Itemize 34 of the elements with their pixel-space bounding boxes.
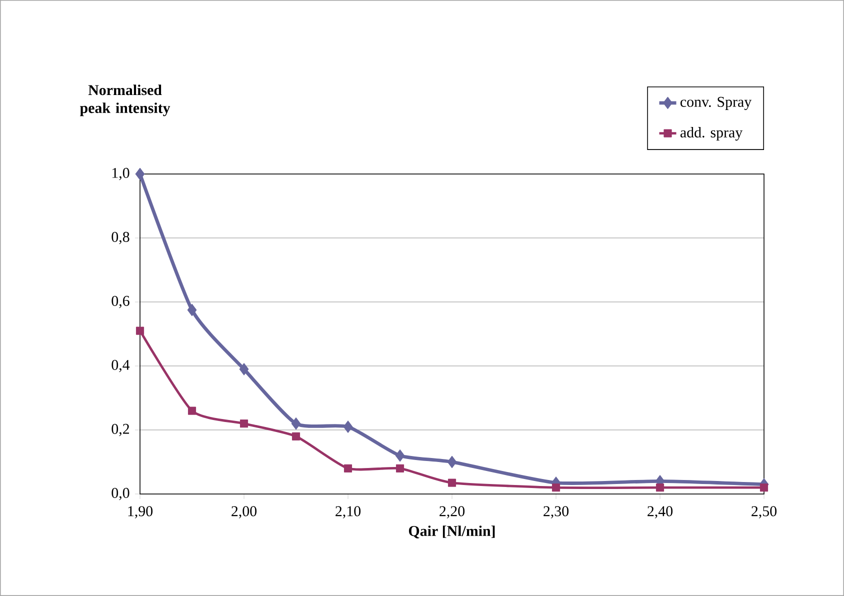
point	[760, 484, 768, 492]
point	[135, 168, 145, 180]
x-tick-label: 2,00	[232, 506, 257, 518]
point	[291, 417, 301, 430]
x-tick-label: 2,30	[544, 506, 569, 518]
point	[447, 456, 457, 468]
point	[552, 484, 560, 492]
point	[239, 362, 249, 376]
point	[344, 464, 352, 472]
x-tick-label: 2,40	[648, 506, 673, 518]
legend-label: conv. Spray	[680, 96, 752, 110]
point	[656, 484, 664, 492]
point	[396, 464, 404, 472]
point	[292, 432, 300, 440]
legend-label: add. spray	[680, 126, 743, 141]
y-axis-title: Normalised peak intensity	[80, 84, 170, 116]
y-tick-label: 0,2	[112, 424, 129, 436]
point	[343, 420, 353, 434]
point	[188, 406, 196, 415]
y-tick-label: 0,8	[112, 232, 130, 244]
x-axis-title: Qair [Nl/min]	[408, 526, 495, 538]
point	[136, 326, 144, 335]
x-tick-label: 1,90	[128, 506, 153, 518]
point	[395, 449, 405, 462]
point	[448, 478, 456, 487]
y-tick-label: 1,0	[112, 168, 130, 180]
x-tick-label: 2,10	[336, 506, 361, 518]
point	[240, 420, 248, 428]
y-tick-label: 0,6	[112, 296, 130, 308]
y-tick-label: 0,4	[112, 360, 130, 372]
x-tick-label: 2,20	[440, 506, 465, 518]
y-tick-label: 0,0	[112, 488, 130, 500]
point	[187, 304, 197, 316]
x-tick-label: 2,50	[752, 506, 777, 518]
